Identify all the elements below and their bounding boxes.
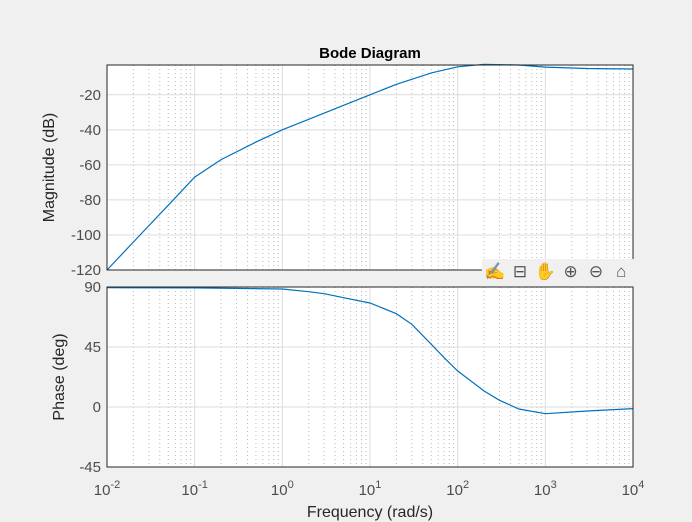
- x-tick-label: 10-1: [181, 479, 207, 499]
- y-tick-label: -20: [79, 87, 101, 104]
- x-tick-label: 100: [271, 479, 294, 499]
- home-icon[interactable]: ⌂: [616, 262, 627, 281]
- x-tick-label: 103: [534, 479, 557, 499]
- x-tick-label: 101: [359, 479, 382, 499]
- x-tick-label: 104: [622, 479, 645, 499]
- y-tick-label: 45: [84, 339, 101, 356]
- zoom-in-icon[interactable]: ⊕: [563, 262, 578, 281]
- y-tick-label: -40: [79, 122, 101, 139]
- y-tick-label: -60: [79, 157, 101, 174]
- chart-title: Bode Diagram: [319, 45, 421, 62]
- series-line: [106, 287, 634, 415]
- y-tick-label: -80: [79, 192, 101, 209]
- axes-frame: [106, 64, 634, 271]
- x-axis-label: Frequency (rad/s): [307, 504, 433, 521]
- y-axis-label: Phase (deg): [51, 333, 68, 420]
- zoom-out-icon[interactable]: ⊖: [588, 262, 604, 281]
- x-tick-label: 102: [446, 479, 469, 499]
- y-tick-label: -100: [71, 227, 101, 244]
- y-tick-label: 0: [93, 399, 101, 416]
- x-tick-label: 10-2: [94, 479, 120, 499]
- y-axis-label: Magnitude (dB): [41, 113, 58, 222]
- brush-icon[interactable]: ✍: [484, 262, 506, 281]
- pan-hand-icon[interactable]: ✋: [534, 262, 556, 281]
- data-tips-icon[interactable]: ⊟: [512, 262, 528, 281]
- axes-toolbar: ✍ ⊟ ✋ ⊕ ⊖ ⌂: [482, 259, 634, 285]
- y-tick-label: -45: [79, 459, 101, 476]
- y-tick-label: 90: [84, 279, 101, 296]
- y-tick-label: -120: [71, 262, 101, 279]
- axes-frame: [106, 286, 634, 468]
